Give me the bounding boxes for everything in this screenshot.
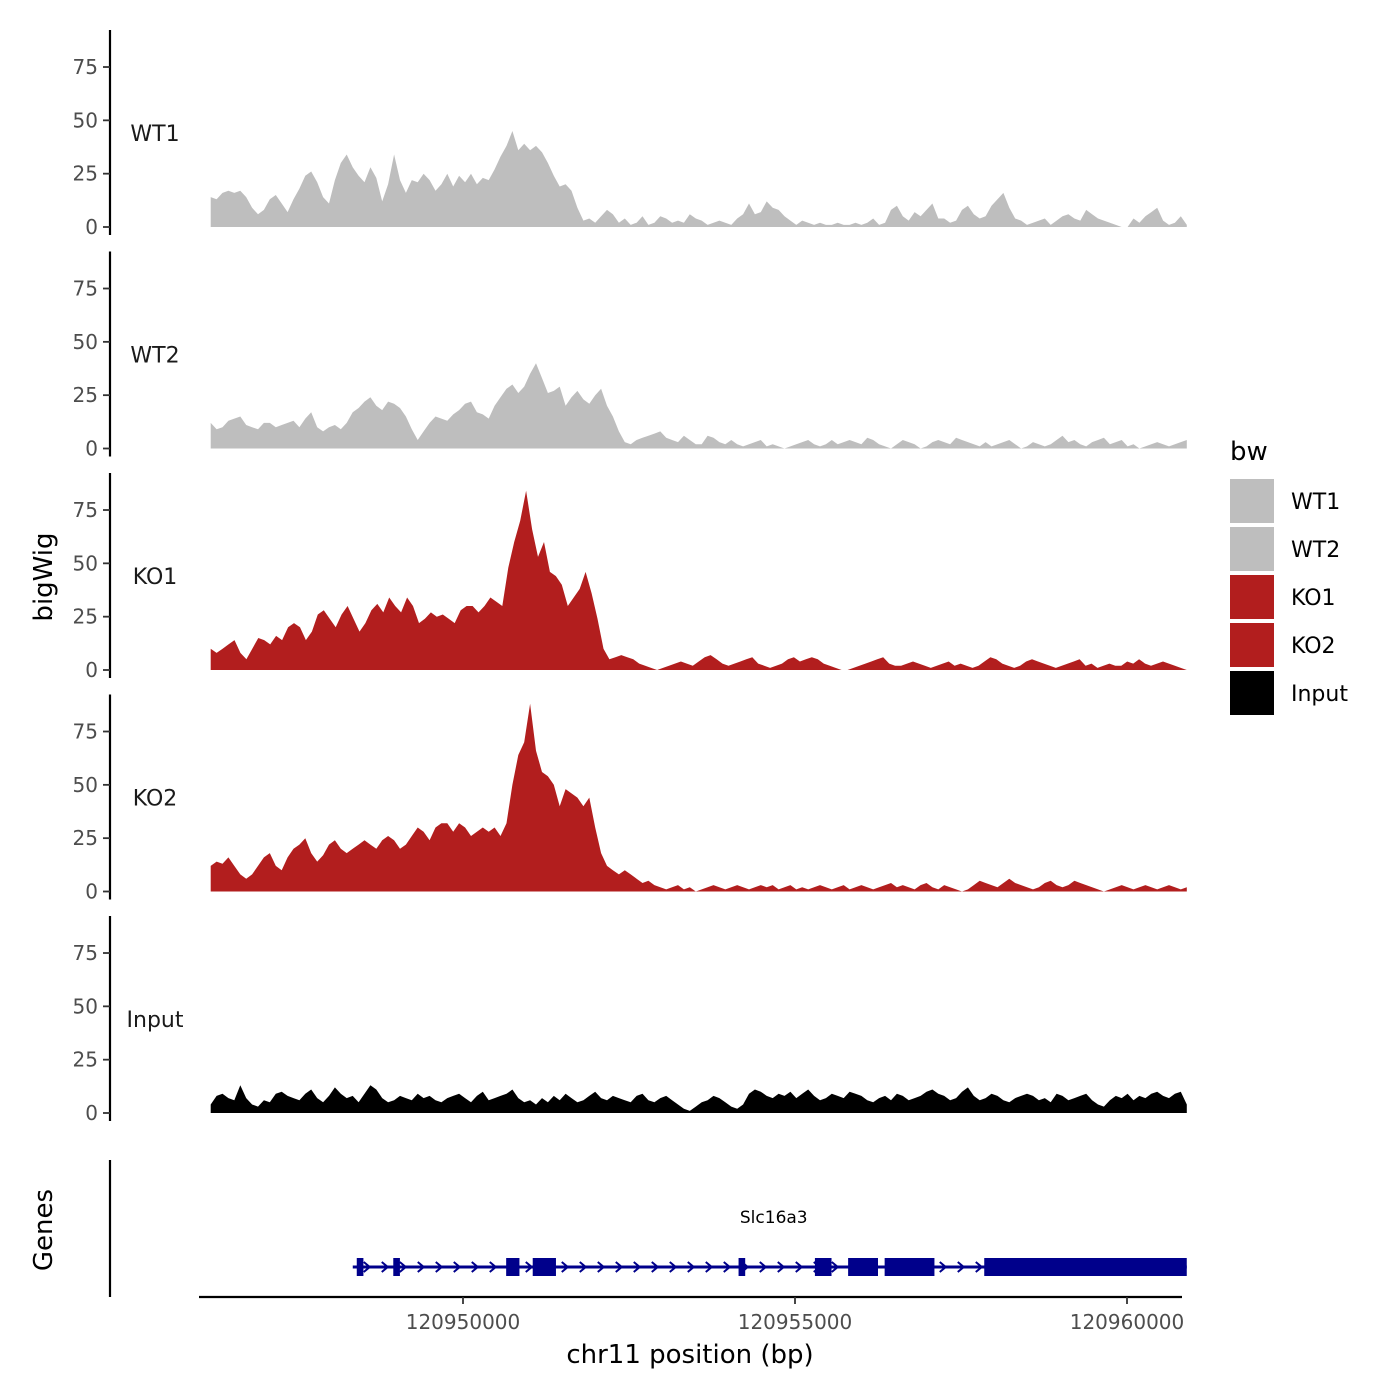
strand-arrow	[453, 1261, 462, 1273]
strand-arrow	[795, 1261, 804, 1273]
strand-arrow	[471, 1261, 480, 1273]
exon-block	[814, 1258, 832, 1276]
legend-swatch-input	[1230, 671, 1274, 715]
track-label: KO2	[133, 787, 178, 812]
strand-arrow	[687, 1261, 696, 1273]
y-tick-label: 75	[73, 277, 98, 301]
strand-arrow	[759, 1261, 768, 1273]
genes-axis-title: Genes	[29, 1189, 59, 1271]
track-wt2: 0 25 50 75 WT2	[73, 251, 1187, 461]
y-tick-label: 25	[73, 383, 98, 407]
strand-arrow	[633, 1261, 642, 1273]
exon-block	[738, 1258, 746, 1276]
y-tick-label: 50	[73, 108, 98, 132]
x-tick-label: 120955000	[738, 1310, 853, 1334]
strand-arrow	[561, 1261, 570, 1273]
x-axis: 120950000 120955000 120960000	[199, 1295, 1185, 1334]
track-label: WT2	[130, 344, 179, 369]
gene-name-label: Slc16a3	[740, 1208, 808, 1228]
legend-label-ko1: KO1	[1291, 586, 1336, 611]
x-axis-title: chr11 position (bp)	[566, 1340, 813, 1370]
y-tick-label: 50	[73, 551, 98, 575]
y-tick-label: 50	[73, 773, 98, 797]
y-tick-label: 0	[85, 1101, 98, 1125]
legend-label-ko2: KO2	[1291, 634, 1336, 659]
strand-arrow	[777, 1261, 786, 1273]
strand-arrow	[435, 1261, 444, 1273]
y-tick-label: 25	[73, 826, 98, 850]
strand-arrow	[705, 1261, 714, 1273]
signal-area-ko1	[210, 490, 1187, 670]
strand-arrow	[651, 1261, 660, 1273]
signal-area-wt1	[210, 131, 1187, 227]
legend-swatch-ko1	[1230, 575, 1274, 619]
strand-arrow	[723, 1261, 732, 1273]
legend-swatch-wt2	[1230, 527, 1274, 571]
y-tick-label: 25	[73, 162, 98, 186]
strand-arrow	[381, 1261, 390, 1273]
y-tick-label: 50	[73, 330, 98, 354]
legend-label-wt1: WT1	[1291, 490, 1340, 515]
exon-block	[984, 1258, 1187, 1276]
y-tick-label: 75	[73, 55, 98, 79]
track-label: KO1	[133, 565, 178, 590]
track-input: 0 25 50 75 Input	[73, 916, 1187, 1125]
signal-area-input	[210, 1085, 1187, 1113]
y-tick-label: 75	[73, 941, 98, 965]
strand-arrow	[579, 1261, 588, 1273]
exon-block	[393, 1258, 400, 1276]
signal-area-wt2	[210, 363, 1187, 449]
legend-title: bw	[1230, 437, 1268, 467]
strand-arrow	[939, 1261, 948, 1273]
signal-tracks: 0 25 50 75 WT1 0 25 50 75 WT2 0 25 50 75 KO1 0 25 50 75 KO2…	[73, 30, 1187, 1125]
strand-arrow	[363, 1261, 372, 1273]
legend-label-input: Input	[1291, 682, 1348, 707]
gene-slc16a3: Slc16a3	[352, 1208, 1187, 1276]
strand-arrow	[831, 1261, 840, 1273]
x-tick-label: 120960000	[1070, 1310, 1185, 1334]
track-label: WT1	[130, 122, 179, 147]
y-tick-label: 0	[85, 437, 98, 461]
strand-arrow	[957, 1261, 966, 1273]
y-tick-label: 75	[73, 720, 98, 744]
strand-arrow	[399, 1261, 408, 1273]
y-axis-title: bigWig	[29, 532, 59, 621]
y-tick-label: 25	[73, 1048, 98, 1072]
exon-block	[356, 1258, 364, 1276]
y-tick-label: 25	[73, 605, 98, 629]
exon-block	[848, 1258, 878, 1276]
y-tick-label: 0	[85, 658, 98, 682]
strand-arrow	[489, 1261, 498, 1273]
x-tick-label: 120950000	[406, 1310, 521, 1334]
exon-block	[532, 1258, 556, 1276]
strand-arrow	[669, 1261, 678, 1273]
legend: bw WT1 WT2 KO1 KO2 Input	[1230, 437, 1348, 715]
legend-swatch-wt1	[1230, 479, 1274, 523]
strand-arrow	[597, 1261, 606, 1273]
signal-area-ko2	[210, 703, 1187, 892]
exon-block	[884, 1258, 935, 1276]
track-label: Input	[127, 1008, 184, 1033]
track-ko1: 0 25 50 75 KO1	[73, 473, 1187, 682]
exon-block	[506, 1258, 520, 1276]
legend-label-wt2: WT2	[1291, 538, 1340, 563]
strand-arrow	[417, 1261, 426, 1273]
strand-arrow	[975, 1261, 984, 1273]
strand-arrow	[615, 1261, 624, 1273]
legend-swatch-ko2	[1230, 623, 1274, 667]
y-tick-label: 0	[85, 215, 98, 239]
y-tick-label: 0	[85, 880, 98, 904]
track-ko2: 0 25 50 75 KO2	[73, 694, 1187, 904]
gene-track: Slc16a3	[108, 1160, 1187, 1297]
y-tick-label: 50	[73, 994, 98, 1018]
strand-arrow	[525, 1261, 534, 1273]
y-tick-label: 75	[73, 498, 98, 522]
track-wt1: 0 25 50 75 WT1	[73, 30, 1187, 239]
